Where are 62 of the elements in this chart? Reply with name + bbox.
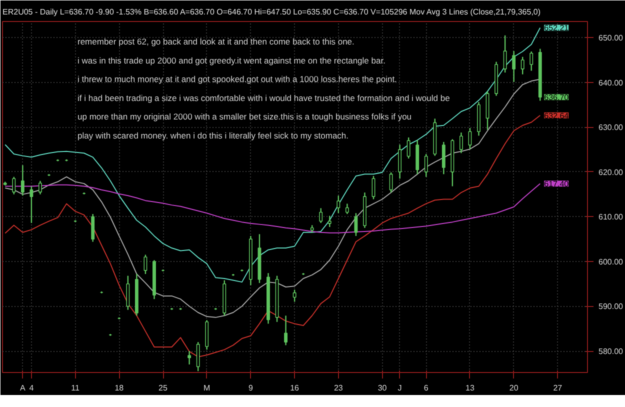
- x-tick-label: 11: [71, 384, 80, 392]
- candlestick: [12, 176, 16, 195]
- candlestick: [389, 172, 393, 194]
- x-tick-label: A: [20, 384, 26, 392]
- candlestick: [424, 153, 428, 178]
- candlestick: [459, 132, 463, 154]
- candlestick: [144, 254, 148, 275]
- y-tick-label: 610.00: [598, 212, 624, 222]
- x-tick-label: 18: [114, 384, 124, 392]
- y-tick-label: 590.00: [598, 302, 624, 312]
- data-label: 652.21: [544, 24, 570, 33]
- y-tick-label: 580.00: [598, 347, 624, 356]
- data-label: 632.64: [544, 111, 570, 120]
- candlestick: [292, 289, 296, 302]
- line-series: [4, 27, 541, 283]
- text: 636.70: [544, 93, 569, 102]
- y-tick-label: 650.00: [598, 34, 624, 43]
- chart-title: ER2U05 - Daily L=636.70 -9.90 -1.53% B=636.60 A=636.70 O=646.70 Hi=647.50 Lo=635.90 C=636.70 V=105296 Mov Avg 3 Lines (Close,21,79,365,0): [2, 8, 541, 16]
- x-tick-label: 25: [158, 384, 168, 392]
- x-tick-label: 27: [553, 384, 563, 392]
- candlestick: [319, 208, 323, 224]
- candlestick: [126, 275, 130, 310]
- candlestick: [530, 50, 534, 72]
- annotation: play with scared money. when i do this i literally feel sick to my stomach.: [78, 130, 349, 140]
- candlestick: [503, 34, 507, 74]
- annotation: i was in this trade up 2000 and got greedy.it went against me on the rectangle bar.: [78, 55, 386, 66]
- candlestick: [372, 175, 376, 200]
- annotation: i threw to much money at it and got spooked.got out with a 1000 loss.heres the point.: [78, 74, 397, 84]
- x-tick-label: 23: [334, 384, 344, 392]
- candlestick: [328, 215, 332, 228]
- candlestick: [91, 213, 95, 242]
- x-tick-label: J: [398, 384, 402, 392]
- candlestick: [468, 127, 472, 150]
- candlestick: [354, 212, 358, 237]
- candlestick: [398, 144, 402, 180]
- candlestick: [406, 136, 410, 160]
- x-tick-label: M: [204, 384, 211, 392]
- candlestick: [20, 164, 24, 196]
- x-tick-label: 30: [378, 384, 388, 392]
- candlestick: [512, 50, 516, 83]
- candlestick: [188, 350, 192, 366]
- candlestick: [336, 195, 340, 214]
- y-tick-label: 640.00: [598, 78, 624, 88]
- x-tick-label: 16: [290, 384, 300, 392]
- x-tick-label: 6: [424, 384, 429, 392]
- annotation: up more than my original 2000 with a smaller bet size.this is a tough business folks if you: [78, 112, 412, 122]
- candlestick: [345, 203, 349, 215]
- annotation: if i had been trading a size i was comfortable with i would have trusted the formation and i would be: [78, 92, 450, 103]
- y-tick-label: 600.00: [598, 257, 624, 266]
- candlestick: [520, 56, 524, 75]
- data-label: 617.40: [544, 180, 570, 189]
- x-tick-label: 9: [248, 384, 254, 392]
- y-tick-label: 620.00: [598, 168, 624, 177]
- candlestick: [38, 180, 42, 195]
- candlestick: [284, 315, 288, 346]
- candlestick: [30, 186, 34, 224]
- x-tick-label: 13: [466, 384, 475, 392]
- annotation: remember post 62, go back and look at it and then come back to this one.: [78, 36, 354, 46]
- x-tick-label: 20: [509, 384, 519, 392]
- x-tick-label: 4: [29, 384, 34, 392]
- candlestick: [442, 141, 446, 175]
- y-tick-label: 630.00: [598, 123, 624, 132]
